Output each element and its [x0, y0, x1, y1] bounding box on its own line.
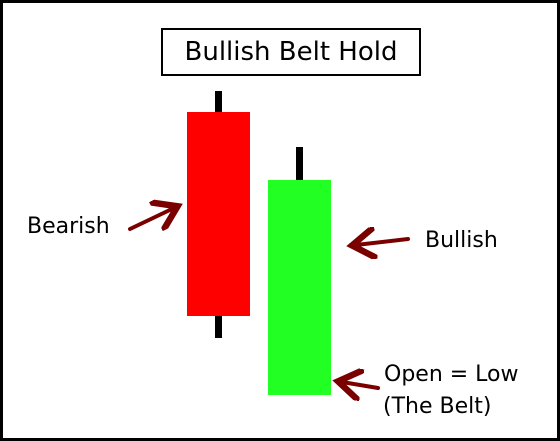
bearish-candle-body: [187, 112, 250, 316]
bearish-upper-wick: [215, 91, 222, 113]
bullish-candle-body: [268, 180, 331, 395]
bearish-lower-wick: [215, 316, 222, 338]
label-bullish: Bullish: [425, 228, 498, 253]
bullish-arrow: [356, 239, 410, 245]
bearish-arrow: [128, 208, 174, 229]
bullish-upper-wick: [296, 147, 303, 181]
label-bearish: Bearish: [27, 214, 110, 239]
diagram-title: Bullish Belt Hold: [161, 28, 421, 76]
open-low-arrow: [342, 382, 380, 388]
label-open-low: Open = Low: [384, 362, 519, 387]
label-the-belt: (The Belt): [383, 394, 492, 419]
